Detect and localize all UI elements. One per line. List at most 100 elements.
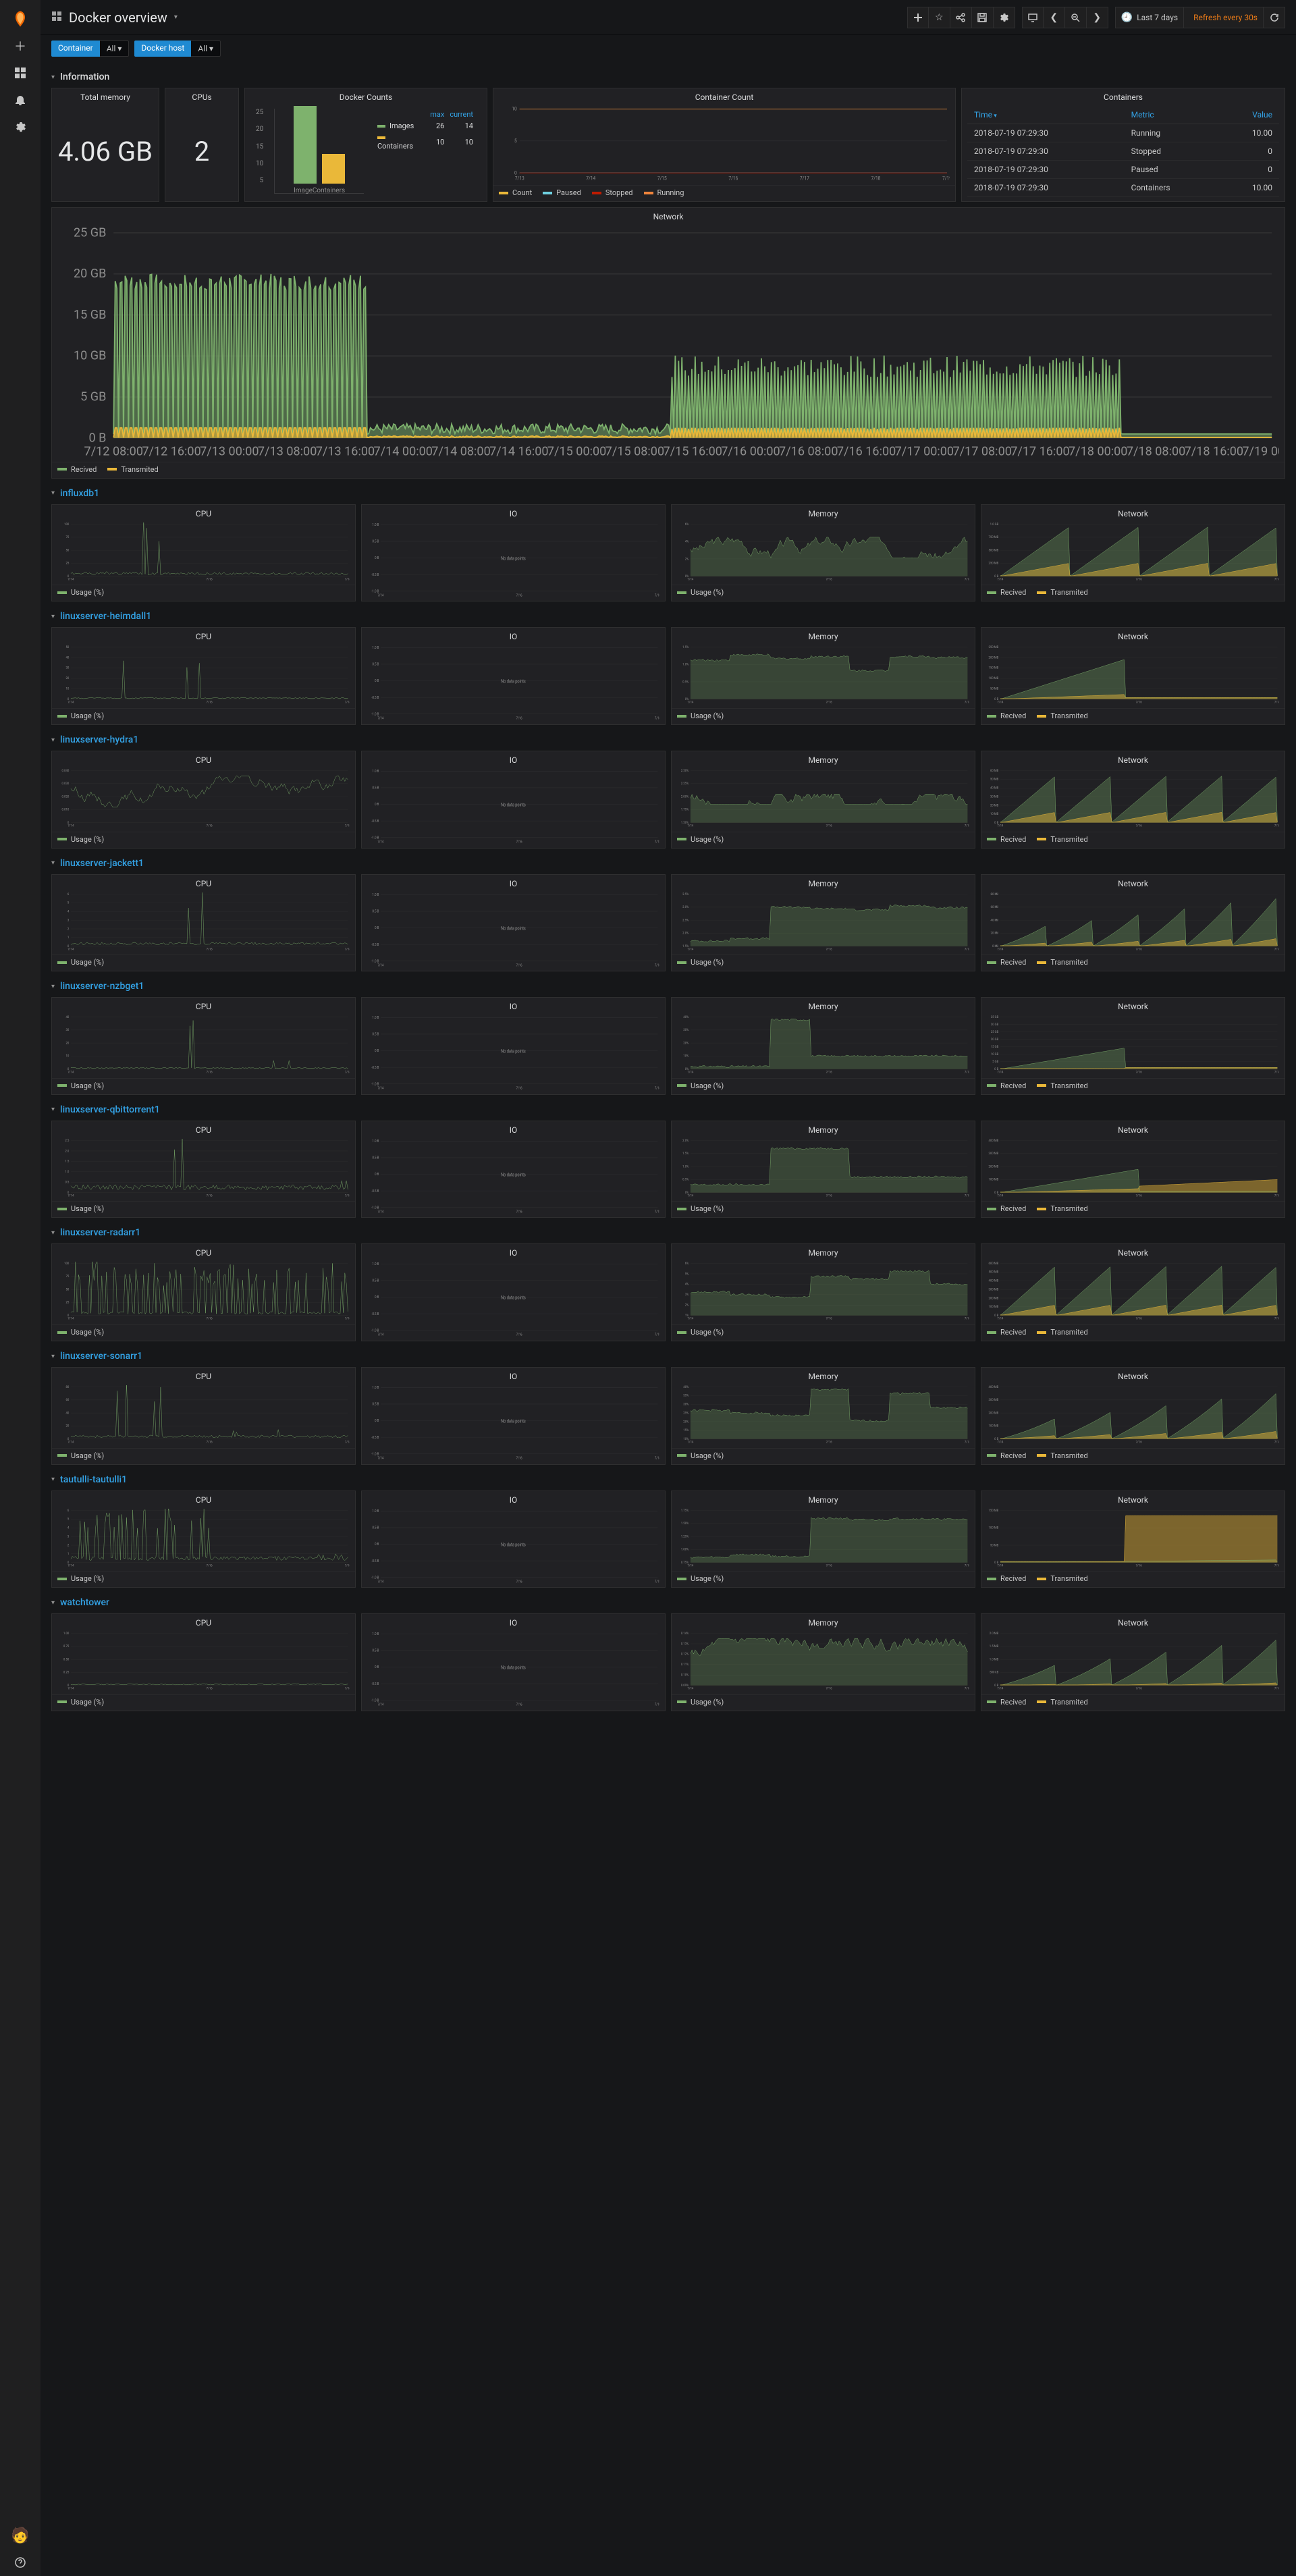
- panel-memory[interactable]: Memory 0.09%0.10%0.11%0.12%0.13%0.14%7/1…: [671, 1613, 975, 1711]
- legend-item[interactable]: Transmited: [1037, 835, 1087, 844]
- legend-item[interactable]: Usage (%): [57, 1081, 104, 1090]
- legend-item[interactable]: Transmited: [1037, 1328, 1087, 1337]
- panel-cpu[interactable]: CPU 0204060807/147/167/18Usage (%): [51, 1367, 356, 1465]
- legend-item[interactable]: Transmited: [1037, 588, 1087, 597]
- panel-cpu[interactable]: CPU 01234567/147/167/18Usage (%): [51, 1491, 356, 1588]
- panel-io[interactable]: IO -1.0 B-0.5 B0 B0.5 B1.0 B7/147/167/18…: [361, 1367, 666, 1465]
- alerting-icon[interactable]: [7, 86, 34, 113]
- panel-cpu[interactable]: CPU 010203040507/147/167/18Usage (%): [51, 627, 356, 725]
- row-influxdb1[interactable]: ▾influxdb1: [51, 479, 1285, 504]
- panel-network[interactable]: Network 0 B250 MB500 MB750 MB1.0 GB7/147…: [981, 504, 1285, 602]
- table-header[interactable]: Metric: [1125, 106, 1219, 124]
- legend-item[interactable]: Paused: [543, 188, 581, 197]
- panel-io[interactable]: IO -1.0 B-0.5 B0 B0.5 B1.0 B7/147/167/18…: [361, 1613, 666, 1711]
- panel-network[interactable]: Network 0 B500 kB1.0 MB1.5 MB2.0 MB7/147…: [981, 1613, 1285, 1711]
- panel-cpu[interactable]: CPU 0102030407/147/167/18Usage (%): [51, 997, 356, 1095]
- panel-network-overview[interactable]: Network 0 B5 GB10 GB15 GB20 GB25 GB7/12 …: [51, 207, 1285, 479]
- panel-container-count[interactable]: Container Count 05107/137/147/157/167/17…: [493, 88, 956, 202]
- legend-item[interactable]: Transmited: [1037, 712, 1087, 720]
- panel-io[interactable]: IO -1.0 B-0.5 B0 B0.5 B1.0 B7/147/167/18…: [361, 997, 666, 1095]
- grafana-logo-icon[interactable]: [7, 5, 34, 32]
- panel-memory[interactable]: Memory 0.75%1.00%1.25%1.50%1.75%7/147/16…: [671, 1491, 975, 1588]
- legend-item[interactable]: Usage (%): [57, 835, 104, 844]
- legend-item[interactable]: Transmited: [1037, 1081, 1087, 1090]
- add-panel-button[interactable]: [907, 7, 929, 28]
- panel-memory[interactable]: Memory 10%15%20%25%30%35%40%7/147/167/18…: [671, 1367, 975, 1465]
- row-linuxserver-qbittorrent1[interactable]: ▾linuxserver-qbittorrent1: [51, 1095, 1285, 1121]
- configuration-icon[interactable]: [7, 113, 34, 140]
- panel-memory[interactable]: Memory 0%10%20%30%40%7/147/167/18Usage (…: [671, 997, 975, 1095]
- panel-network[interactable]: Network 0 B50 MB100 MB150 MB7/147/167/18…: [981, 1491, 1285, 1588]
- legend-item[interactable]: Transmited: [1037, 1451, 1087, 1460]
- legend-item[interactable]: Running: [644, 188, 684, 197]
- row-watchtower[interactable]: ▾watchtower: [51, 1588, 1285, 1613]
- legend-item[interactable]: Usage (%): [57, 1574, 104, 1583]
- row-linuxserver-radarr1[interactable]: ▾linuxserver-radarr1: [51, 1218, 1285, 1243]
- row-linuxserver-hydra1[interactable]: ▾linuxserver-hydra1: [51, 725, 1285, 751]
- legend-item[interactable]: Usage (%): [57, 1204, 104, 1213]
- table-header[interactable]: Value: [1218, 106, 1279, 124]
- panel-memory[interactable]: Memory 0%0.5%1.0%1.5%2.0%7/147/167/18Usa…: [671, 1121, 975, 1218]
- legend-item[interactable]: Transmited: [1037, 1204, 1087, 1213]
- legend-item[interactable]: Count: [499, 188, 532, 197]
- legend-item[interactable]: Recived: [987, 1204, 1026, 1213]
- legend-item[interactable]: Usage (%): [57, 1328, 104, 1337]
- legend-item[interactable]: Usage (%): [677, 835, 724, 844]
- panel-cpu[interactable]: CPU 02550751007/147/167/18Usage (%): [51, 1243, 356, 1341]
- legend-item[interactable]: Usage (%): [677, 1574, 724, 1583]
- save-button[interactable]: [972, 7, 994, 28]
- create-icon[interactable]: ＋: [7, 32, 34, 59]
- refresh-interval-button[interactable]: Refresh every 30s: [1184, 7, 1264, 28]
- panel-io[interactable]: IO -1.0 B-0.5 B0 B0.5 B1.0 B7/147/167/18…: [361, 1243, 666, 1341]
- legend-item[interactable]: Recived: [57, 465, 97, 474]
- time-forward-button[interactable]: ❯: [1087, 7, 1108, 28]
- panel-memory[interactable]: Memory 1%2%3%4%5%6%7/147/167/18Usage (%): [671, 1243, 975, 1341]
- legend-item[interactable]: Recived: [987, 1328, 1026, 1337]
- legend-item[interactable]: Usage (%): [57, 588, 104, 597]
- legend-item[interactable]: Usage (%): [57, 712, 104, 720]
- legend-item[interactable]: Recived: [987, 1451, 1026, 1460]
- legend-item[interactable]: Usage (%): [57, 1451, 104, 1460]
- legend-item[interactable]: Transmited: [107, 465, 158, 474]
- var-value[interactable]: All ▾: [100, 41, 130, 57]
- legend-item[interactable]: Usage (%): [57, 1698, 104, 1707]
- legend-item[interactable]: Usage (%): [677, 1081, 724, 1090]
- panel-containers-table[interactable]: Containers TimeMetricValue 2018-07-19 07…: [961, 88, 1285, 202]
- panel-network[interactable]: Network 0 B50 MB100 MB150 MB200 MB250 MB…: [981, 627, 1285, 725]
- panel-docker-counts[interactable]: Docker Counts 252015105ImageContainers m…: [244, 88, 487, 202]
- panel-total-memory[interactable]: Total memory 4.06 GB: [51, 88, 159, 202]
- dashboards-icon[interactable]: [7, 59, 34, 86]
- legend-item[interactable]: Recived: [987, 958, 1026, 967]
- panel-io[interactable]: IO -1.0 B-0.5 B0 B0.5 B1.0 B7/147/167/18…: [361, 1491, 666, 1588]
- tv-mode-button[interactable]: [1022, 7, 1044, 28]
- panel-cpu[interactable]: CPU 01234567/147/167/18Usage (%): [51, 874, 356, 972]
- panel-network[interactable]: Network 0 B5 GB10 GB15 GB20 GB25 GB30 GB…: [981, 997, 1285, 1095]
- row-linuxserver-nzbget1[interactable]: ▾linuxserver-nzbget1: [51, 971, 1285, 997]
- panel-network[interactable]: Network 0 B100 MB200 MB300 MB400 MB7/147…: [981, 1367, 1285, 1465]
- panel-memory[interactable]: Memory 1.5%2.0%2.5%3.0%3.5%7/147/167/18U…: [671, 874, 975, 972]
- panel-network[interactable]: Network 0 B10 MB20 MB30 MB40 MB50 MB60 M…: [981, 751, 1285, 849]
- legend-item[interactable]: Transmited: [1037, 1698, 1087, 1707]
- legend-item[interactable]: Recived: [987, 1574, 1026, 1583]
- row-tautulli-tautulli1[interactable]: ▾tautulli-tautulli1: [51, 1465, 1285, 1491]
- panel-cpus[interactable]: CPUs 2: [165, 88, 239, 202]
- legend-item[interactable]: Usage (%): [677, 1204, 724, 1213]
- legend-item[interactable]: Recived: [987, 835, 1026, 844]
- star-button[interactable]: ☆: [929, 7, 950, 28]
- user-avatar-icon[interactable]: 🧑: [7, 2522, 34, 2549]
- panel-io[interactable]: IO -1.0 B-0.5 B0 B0.5 B1.0 B7/147/167/18…: [361, 874, 666, 972]
- refresh-now-button[interactable]: [1264, 7, 1285, 28]
- zoom-out-button[interactable]: [1065, 7, 1087, 28]
- time-back-button[interactable]: ❮: [1044, 7, 1065, 28]
- legend-item[interactable]: Usage (%): [677, 1328, 724, 1337]
- table-header[interactable]: Time: [967, 106, 1125, 124]
- row-information[interactable]: ▾ Information: [51, 62, 1285, 88]
- legend-item[interactable]: Transmited: [1037, 1574, 1087, 1583]
- dashboard-picker[interactable]: Docker overview ▾: [51, 9, 178, 26]
- legend-item[interactable]: Recived: [987, 588, 1026, 597]
- panel-io[interactable]: IO -1.0 B-0.5 B0 B0.5 B1.0 B7/147/167/18…: [361, 627, 666, 725]
- legend-item[interactable]: Usage (%): [677, 588, 724, 597]
- help-icon[interactable]: [7, 2549, 34, 2576]
- panel-cpu[interactable]: CPU 00.51.01.52.02.57/147/167/18Usage (%…: [51, 1121, 356, 1218]
- legend-item[interactable]: Usage (%): [57, 958, 104, 967]
